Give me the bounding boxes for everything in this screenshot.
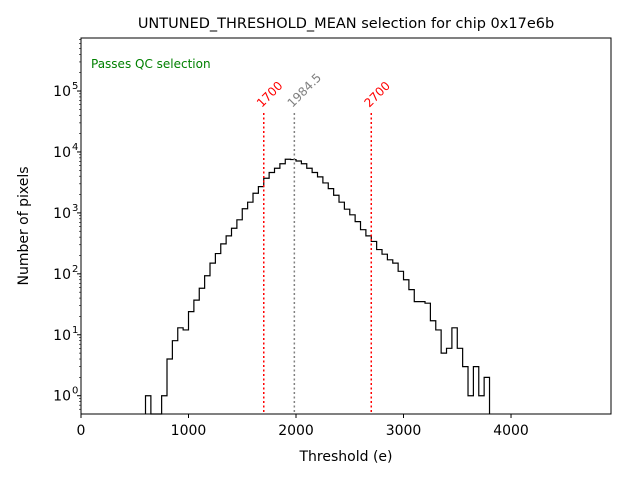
histogram-bin: [430, 321, 435, 414]
histogram-bin: [280, 164, 285, 414]
histogram-bin: [210, 263, 215, 414]
y-tick-exponent: 4: [72, 142, 78, 153]
histogram-bin: [414, 302, 419, 414]
histogram-bin: [307, 168, 312, 414]
histogram-outline: [144, 158, 491, 415]
histogram-bin: [237, 220, 242, 414]
histogram-bin: [344, 209, 349, 414]
histogram-bin: [479, 396, 484, 414]
histogram-bin: [167, 359, 172, 414]
histogram-bin: [484, 377, 489, 414]
histogram-bin: [425, 303, 430, 414]
histogram-bin: [162, 396, 167, 414]
histogram-bin: [377, 250, 382, 414]
histogram-bin: [361, 230, 366, 414]
y-tick-label: 10: [53, 267, 71, 283]
y-tick-exponent: 3: [72, 203, 78, 214]
histogram-bin: [248, 202, 253, 414]
histogram-bin: [285, 159, 290, 414]
histogram-bin: [420, 302, 425, 414]
histogram-bin: [436, 330, 441, 414]
axes-frame: [80, 37, 612, 415]
y-tick-exponent: 1: [72, 325, 78, 336]
histogram-bin: [258, 187, 263, 414]
histogram-bin: [339, 202, 344, 414]
x-tick-label: 1000: [171, 423, 207, 439]
histogram-bin: [366, 236, 371, 414]
histogram-bin: [301, 164, 306, 414]
histogram-bin: [334, 195, 339, 414]
chart-title: UNTUNED_THRESHOLD_MEAN selection for chi…: [138, 16, 554, 32]
qc-annotation: Passes QC selection: [91, 57, 211, 71]
histogram-bin: [323, 183, 328, 414]
histogram-bin: [447, 348, 452, 414]
histogram-bin: [371, 241, 376, 414]
y-tick-exponent: 0: [72, 386, 78, 397]
histogram-bin: [393, 263, 398, 414]
histogram-bin: [457, 348, 462, 414]
histogram-bin: [215, 254, 220, 414]
x-tick-label: 2000: [278, 423, 314, 439]
y-tick-label: 10: [53, 84, 71, 100]
histogram-bin: [189, 312, 194, 414]
histogram-bin: [275, 168, 280, 414]
x-tick-label: 4000: [493, 423, 529, 439]
histogram-bin: [355, 222, 360, 414]
y-axis-label: Number of pixels: [16, 166, 32, 285]
y-tick-exponent: 5: [72, 81, 78, 92]
histogram-bin: [242, 209, 247, 414]
y-tick-label: 10: [53, 145, 71, 161]
histogram-bin: [194, 300, 199, 414]
histogram-bin: [146, 396, 151, 414]
histogram-bin: [382, 254, 387, 414]
histogram-bin: [226, 236, 231, 414]
y-tick-label: 10: [53, 328, 71, 344]
histogram-bin: [441, 353, 446, 414]
histogram-bin: [387, 260, 392, 414]
histogram-bin: [205, 276, 210, 414]
histogram-bin: [291, 160, 296, 414]
histogram-bin: [172, 341, 177, 414]
x-tick-label: 3000: [386, 423, 422, 439]
histogram-bin: [253, 193, 258, 414]
histogram-bin: [178, 328, 183, 414]
histogram-bin: [404, 280, 409, 414]
histogram-bin: [350, 215, 355, 414]
histogram-bin: [318, 177, 323, 414]
y-tick-label: 10: [53, 389, 71, 405]
histogram-bin: [199, 288, 204, 414]
histogram-bin: [452, 328, 457, 414]
y-tick-label: 10: [53, 206, 71, 222]
histogram-bin: [312, 173, 317, 414]
histogram-bin: [463, 367, 468, 414]
histogram-bin: [409, 290, 414, 414]
histogram-bin: [264, 178, 269, 414]
histogram-bin: [468, 396, 473, 414]
x-axis-label: Threshold (e): [299, 449, 393, 465]
histogram-bin: [473, 367, 478, 414]
histogram-bin: [398, 271, 403, 414]
histogram-bin: [296, 161, 301, 414]
y-tick-exponent: 2: [72, 264, 78, 275]
histogram-bin: [221, 244, 226, 414]
histogram-bin: [328, 189, 333, 414]
histogram-bin: [269, 173, 274, 414]
histogram-bin: [232, 228, 237, 414]
histogram-bin: [183, 330, 188, 414]
x-tick-label: 0: [77, 423, 86, 439]
